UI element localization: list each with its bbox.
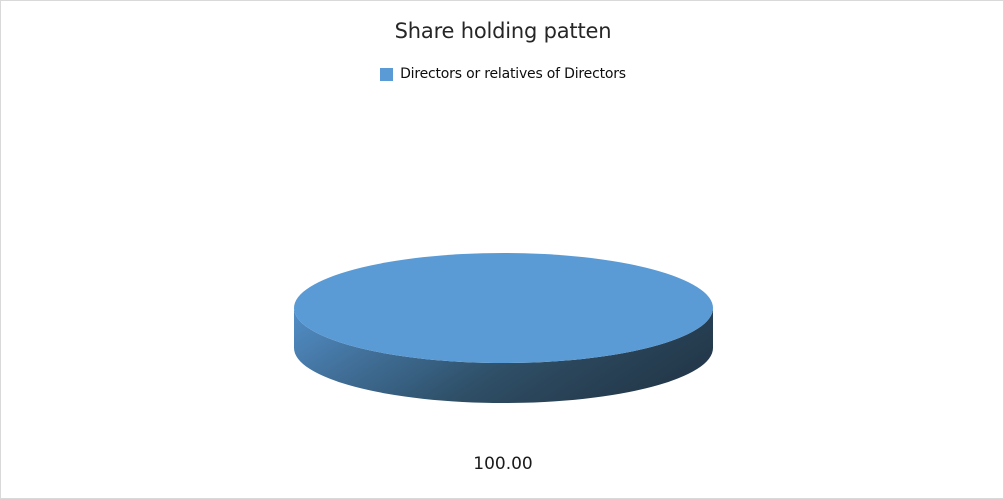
pie-slice-top-directors [294,253,713,363]
chart-legend: Directors or relatives of Directors [1,66,1003,82]
pie-data-label: 100.00 [473,454,533,474]
chart-title: Share holding patten [394,19,612,43]
legend-item-label: Directors or relatives of Directors [400,66,626,82]
legend-swatch-icon [380,67,394,81]
pie-slice-side-directors [294,308,713,403]
legend-item-directors[interactable]: Directors or relatives of Directors [380,66,626,82]
